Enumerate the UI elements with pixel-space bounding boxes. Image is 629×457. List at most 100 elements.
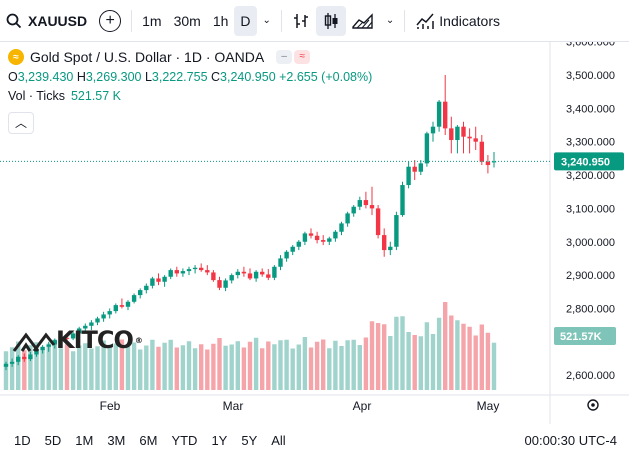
toolbar-divider [404, 9, 406, 32]
volume-label[interactable]: Vol · Ticks [8, 89, 65, 103]
volume-bar [150, 339, 155, 390]
bar-style-icon[interactable] [286, 6, 316, 36]
price-tick-label: 3,000.000 [566, 237, 615, 249]
candle-body [58, 337, 64, 341]
volume-bar [321, 339, 326, 390]
candle-body [28, 354, 33, 360]
approx-icon[interactable]: ≈ [294, 50, 311, 64]
candle-body [388, 246, 393, 251]
range-all-button[interactable]: All [271, 433, 286, 448]
collapse-legend-button[interactable]: ︿ [8, 112, 34, 134]
volume-bar [168, 339, 173, 390]
close-label: C [211, 70, 221, 84]
volume-bar [186, 341, 192, 390]
volume-value: 521.57 K [70, 89, 122, 103]
volume-bar [302, 337, 308, 390]
volume-bar [473, 335, 478, 390]
candle-body [327, 238, 332, 242]
volume-bar [52, 339, 57, 390]
settings-gear-icon-center [591, 403, 595, 407]
volume-bar [400, 316, 405, 390]
volume-bar [40, 349, 45, 390]
candle-body [394, 215, 399, 247]
price-tick-label: 3,400.000 [566, 103, 615, 115]
symbol-button[interactable]: XAUUSD [28, 12, 88, 29]
range-5y-button[interactable]: 5Y [241, 433, 258, 448]
candle-body [138, 290, 143, 296]
candle-body [16, 356, 21, 362]
indicators-button[interactable]: Indicators [439, 12, 500, 29]
area-style-icon[interactable] [346, 6, 380, 36]
candle-body [144, 285, 149, 291]
range-1y-button[interactable]: 1Y [211, 433, 228, 448]
candle-body [217, 280, 222, 288]
volume-bar [406, 332, 411, 390]
kitco-logo-icon [12, 332, 56, 352]
compare-add-icon[interactable]: + [99, 9, 122, 32]
candle-body [34, 350, 39, 355]
legend-title-row: ≈ Gold Spot / U.S. Dollar · 1D · OANDA –… [8, 46, 372, 68]
settings-gear-icon[interactable] [587, 399, 599, 411]
candle-body [113, 305, 118, 312]
volume-bar [223, 345, 228, 390]
candle-body [22, 356, 27, 360]
timeframe-1h-button[interactable]: 1h [212, 12, 229, 29]
candle-body [461, 126, 466, 137]
range-1m-button[interactable]: 1M [75, 433, 94, 448]
candle-body [369, 205, 375, 209]
utc-clock[interactable]: 00:00:30 UTC-4 [524, 433, 618, 448]
low-label: L [144, 70, 152, 84]
candles-style-icon[interactable] [315, 5, 346, 36]
minus-icon[interactable]: – [276, 50, 293, 64]
range-6m-button[interactable]: 6M [139, 433, 158, 448]
timeframe-d-button[interactable]: D [234, 5, 257, 36]
volume-bar [83, 343, 88, 390]
candle-body [186, 269, 192, 272]
indicators-icon[interactable] [409, 6, 437, 36]
chevron-down-icon[interactable]: ⌄ [385, 15, 395, 26]
high-label: H [76, 70, 86, 84]
last-price-tag [554, 152, 624, 171]
volume-bar [138, 349, 143, 390]
legend-title[interactable]: Gold Spot / U.S. Dollar · 1D · OANDA [30, 49, 265, 65]
volume-bar [394, 316, 399, 390]
candle-body [266, 274, 271, 278]
candle-body [101, 314, 106, 319]
volume-bar [485, 332, 491, 390]
search-icon[interactable] [0, 6, 24, 36]
candle-body [40, 346, 45, 351]
range-3m-button[interactable]: 3M [107, 433, 126, 448]
candle-body [131, 295, 137, 302]
range-1d-button[interactable]: 1D [14, 433, 31, 448]
volume-bar [455, 320, 460, 390]
volume-bar [296, 344, 301, 390]
volume-bar [278, 340, 283, 390]
range-5d-button[interactable]: 5D [44, 433, 62, 448]
candle-body [339, 223, 344, 232]
volume-bar [89, 348, 94, 390]
kitco-text: KITCO [56, 326, 134, 354]
volume-bar [156, 346, 161, 390]
candle-body [241, 271, 247, 274]
volume-bar [461, 323, 466, 390]
volume-bar [162, 342, 167, 390]
volume-bar [46, 343, 51, 390]
candle-body [412, 166, 417, 172]
volume-tag-label: 521.57K [560, 331, 602, 343]
volume-bar [467, 326, 472, 390]
timeframe-30m-button[interactable]: 30m [173, 12, 201, 29]
volume-bar [333, 340, 338, 390]
candle-body [406, 166, 411, 186]
range-ytd-button[interactable]: YTD [171, 433, 198, 448]
volume-bar [95, 346, 100, 390]
candle-body [150, 278, 155, 286]
volume-bar [443, 302, 448, 390]
timeframe-1m-button[interactable]: 1m [142, 12, 162, 29]
price-chart[interactable]: 3,600.0003,500.0003,400.0003,300.0003,20… [0, 0, 629, 424]
volume-bar [211, 343, 216, 390]
kitco-watermark: KITCO ® [12, 326, 143, 354]
candle-body [174, 270, 179, 274]
candle-body [357, 200, 362, 207]
chevron-down-icon[interactable]: ⌄ [262, 15, 271, 26]
volume-bar [125, 346, 131, 390]
